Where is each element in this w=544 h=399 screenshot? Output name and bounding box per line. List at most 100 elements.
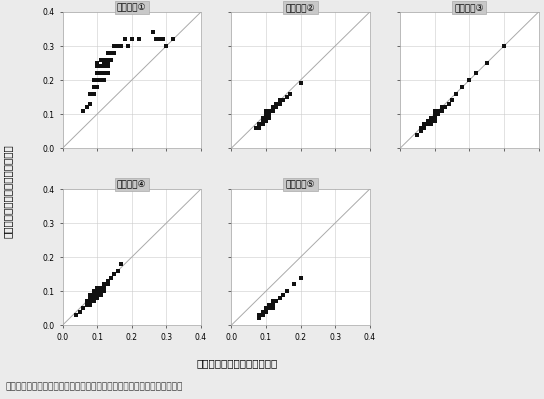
Point <box>152 36 160 42</box>
Point <box>444 101 453 107</box>
Point <box>430 118 439 124</box>
Point <box>441 104 449 111</box>
Point <box>424 121 432 128</box>
Point <box>265 305 274 311</box>
Point <box>286 91 294 97</box>
Point <box>103 56 112 63</box>
Point <box>100 288 108 294</box>
Point <box>430 111 439 117</box>
Point <box>437 107 446 114</box>
Point <box>269 302 277 308</box>
Title: グループ②: グループ② <box>286 3 316 12</box>
Point <box>96 70 105 77</box>
Point <box>272 104 281 111</box>
Point <box>100 70 108 77</box>
Point <box>96 291 105 298</box>
Point <box>155 36 164 42</box>
Point <box>296 80 305 87</box>
Point <box>265 111 274 117</box>
Point <box>107 49 115 56</box>
Point <box>93 70 102 77</box>
Point <box>107 275 115 281</box>
Point <box>448 97 456 104</box>
Point <box>83 302 91 308</box>
Point <box>83 298 91 304</box>
Point <box>282 94 291 100</box>
Point <box>100 281 108 288</box>
Title: グループ③: グループ③ <box>455 3 484 12</box>
Point <box>269 305 277 311</box>
Point <box>275 101 284 107</box>
Point <box>258 118 267 124</box>
Point <box>262 305 270 311</box>
Point <box>96 56 105 63</box>
Point <box>269 107 277 114</box>
Point <box>265 305 274 311</box>
Point <box>465 77 474 83</box>
Point <box>262 308 270 315</box>
Point <box>100 63 108 70</box>
Point <box>430 111 439 117</box>
Point <box>427 121 436 128</box>
Point <box>107 56 115 63</box>
Point <box>296 275 305 281</box>
Point <box>93 60 102 66</box>
Point <box>434 107 443 114</box>
Point <box>114 267 122 274</box>
Point <box>417 124 425 131</box>
Point <box>262 305 270 311</box>
Point <box>110 49 119 56</box>
Point <box>86 295 95 301</box>
Text: グループ別の発熱者の割合（％）: グループ別の発熱者の割合（％） <box>3 145 13 238</box>
Point <box>89 291 98 298</box>
Point <box>120 36 129 42</box>
Point <box>265 302 274 308</box>
Point <box>86 101 95 107</box>
Point <box>279 291 288 298</box>
Point <box>103 49 112 56</box>
Point <box>79 107 88 114</box>
Point <box>89 298 98 304</box>
Point <box>265 115 274 121</box>
Point <box>434 111 443 117</box>
Point <box>434 111 443 117</box>
Point <box>289 281 298 288</box>
Point <box>262 118 270 124</box>
Point <box>258 312 267 318</box>
Point <box>103 278 112 284</box>
Point <box>269 298 277 304</box>
Point <box>127 36 136 42</box>
Point <box>93 84 102 90</box>
Point <box>272 298 281 304</box>
Point <box>83 104 91 111</box>
Point <box>93 284 102 291</box>
Point <box>427 115 436 121</box>
Point <box>100 77 108 83</box>
Point <box>141 0 150 2</box>
Point <box>89 291 98 298</box>
Point <box>258 121 267 128</box>
Point <box>275 97 284 104</box>
Point <box>420 121 429 128</box>
Point <box>93 295 102 301</box>
Point <box>86 91 95 97</box>
Point <box>110 43 119 49</box>
Title: グループ④: グループ④ <box>117 180 146 189</box>
Point <box>499 43 508 49</box>
Point <box>251 124 260 131</box>
Point <box>86 291 95 298</box>
Point <box>420 124 429 131</box>
Point <box>262 115 270 121</box>
Point <box>100 284 108 291</box>
Point <box>262 111 270 117</box>
Point <box>265 107 274 114</box>
Point <box>72 312 81 318</box>
Point <box>114 43 122 49</box>
Point <box>255 124 263 131</box>
Point <box>265 305 274 311</box>
Point <box>158 36 167 42</box>
Point <box>424 121 432 128</box>
Point <box>162 43 171 49</box>
Point <box>472 70 481 77</box>
Point <box>93 288 102 294</box>
